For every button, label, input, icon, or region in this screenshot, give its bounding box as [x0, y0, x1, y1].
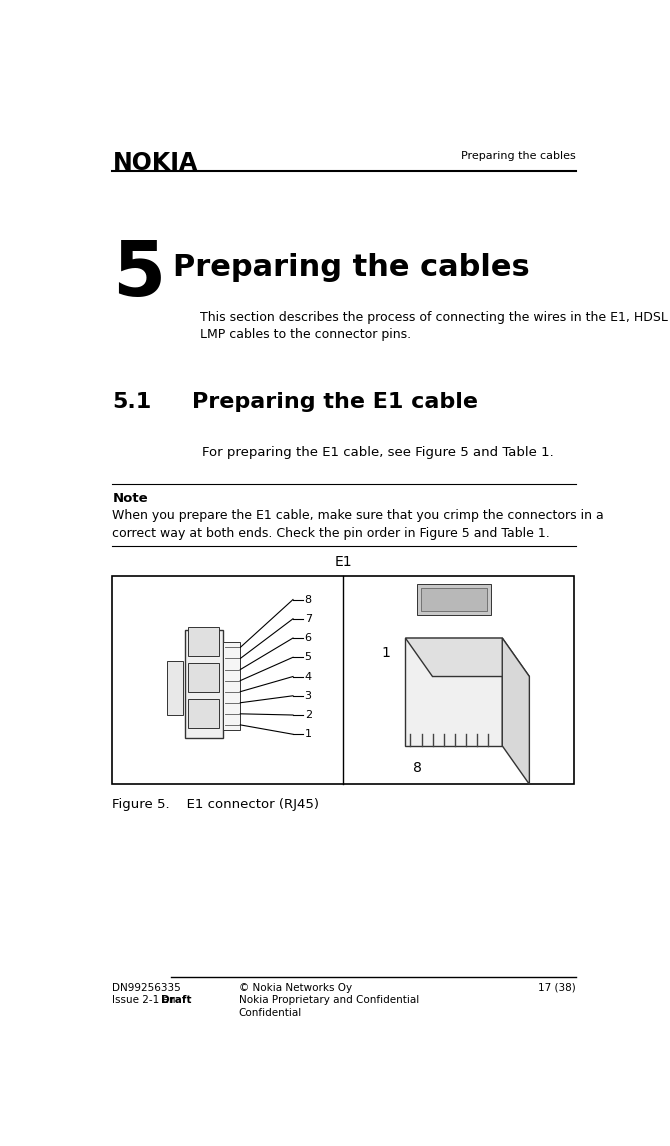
Text: DN99256335: DN99256335 [113, 983, 181, 992]
Text: 7: 7 [305, 614, 312, 623]
Text: For preparing the E1 cable, see Figure 5 and Table 1.: For preparing the E1 cable, see Figure 5… [202, 446, 553, 458]
Text: 8: 8 [305, 595, 312, 605]
Bar [223, 642, 241, 730]
Text: 1: 1 [305, 729, 312, 739]
Text: Issue 2-1 en: Issue 2-1 en [113, 995, 179, 1005]
Bar [188, 628, 219, 657]
Bar [113, 576, 574, 784]
Polygon shape [502, 638, 529, 784]
Text: When you prepare the E1 cable, make sure that you crimp the connectors in a
corr: When you prepare the E1 cable, make sure… [113, 509, 604, 540]
Text: Draft: Draft [161, 995, 192, 1005]
Bar [188, 664, 219, 692]
Polygon shape [405, 638, 502, 746]
Text: 5: 5 [113, 237, 165, 312]
Text: NOKIA: NOKIA [113, 151, 198, 175]
Polygon shape [405, 638, 529, 676]
Text: Note: Note [113, 492, 148, 504]
Text: 2: 2 [305, 711, 312, 720]
Text: 8: 8 [413, 761, 421, 775]
Bar [184, 630, 223, 738]
Text: 17 (38): 17 (38) [538, 983, 576, 992]
Text: 6: 6 [305, 633, 312, 643]
Text: 5: 5 [305, 652, 312, 662]
Text: Confidential: Confidential [239, 1007, 302, 1018]
Bar [188, 699, 219, 728]
Text: 3: 3 [305, 691, 312, 700]
Bar [421, 588, 486, 611]
Text: Figure 5.    E1 connector (RJ45): Figure 5. E1 connector (RJ45) [113, 798, 320, 811]
Bar [168, 661, 183, 715]
Bar [417, 584, 490, 615]
Text: Preparing the E1 cable: Preparing the E1 cable [192, 392, 478, 411]
Text: © Nokia Networks Oy: © Nokia Networks Oy [239, 983, 352, 992]
Text: Preparing the cables: Preparing the cables [461, 151, 576, 162]
Text: 4: 4 [305, 672, 312, 682]
Text: This section describes the process of connecting the wires in the E1, HDSL and
L: This section describes the process of co… [200, 311, 670, 340]
Text: 1: 1 [381, 645, 390, 660]
Text: 5.1: 5.1 [113, 392, 151, 411]
Text: E1: E1 [334, 555, 352, 568]
Text: Preparing the cables: Preparing the cables [173, 253, 529, 282]
Text: Nokia Proprietary and Confidential: Nokia Proprietary and Confidential [239, 995, 419, 1005]
